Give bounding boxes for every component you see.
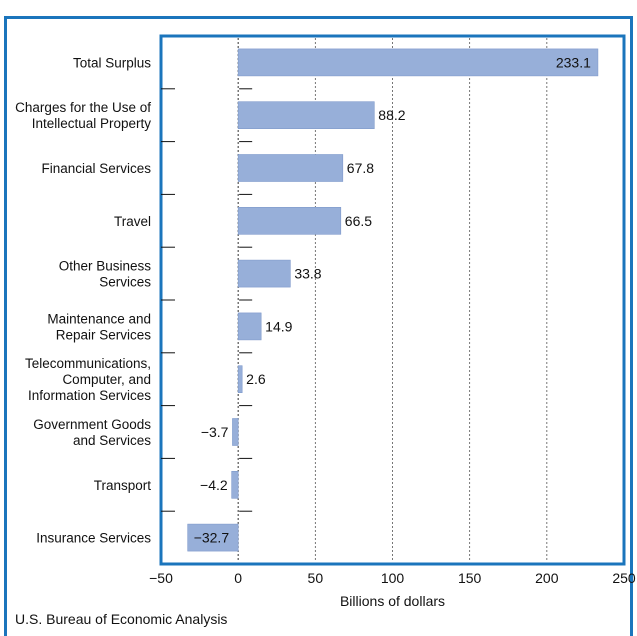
x-tick-label: 200 [535,570,559,586]
bar [237,154,344,182]
category-label: Repair Services [56,327,152,342]
category-label: Other Business [59,259,152,274]
value-label: −32.7 [194,530,230,546]
category-label: Charges for the Use of [15,100,151,115]
source-note: U.S. Bureau of Economic Analysis [15,611,228,627]
category-label: Computer, and [62,372,151,387]
bar [237,259,291,288]
bar [237,207,342,235]
x-tick-label: −50 [149,570,173,586]
x-tick-label: 150 [458,570,482,586]
bar [237,48,599,77]
category-label: Transport [94,478,152,493]
x-tick-label: 0 [234,570,242,586]
bar [231,470,239,499]
value-label: 33.8 [294,266,321,282]
value-label: −3.7 [201,424,229,440]
bar [237,365,243,394]
value-label: 67.8 [347,160,374,176]
bar [237,101,375,129]
category-label: Maintenance and [47,311,151,326]
x-tick-label: 50 [308,570,324,586]
figure-frame [4,16,633,636]
value-label: 88.2 [378,107,405,123]
x-tick-label: 250 [612,570,636,586]
value-label: 14.9 [265,318,292,334]
bar [187,523,239,552]
category-label: Intellectual Property [32,116,152,131]
value-label: 2.6 [246,371,266,387]
x-axis-label: Billions of dollars [340,593,445,609]
category-label: and Services [73,433,151,448]
value-label: −4.2 [200,477,228,493]
category-label: Government Goods [33,417,151,432]
bar [232,418,239,446]
category-label: Services [99,275,151,290]
category-label: Telecommunications, [25,356,151,371]
category-label: Financial Services [41,161,151,176]
value-label: 66.5 [345,213,372,229]
category-label: Total Surplus [73,55,151,70]
category-label: Insurance Services [36,531,151,546]
value-label: 233.1 [556,54,591,70]
x-tick-label: 100 [381,570,405,586]
category-label: Travel [114,214,151,229]
bar [237,312,262,341]
category-label: Information Services [28,388,151,403]
